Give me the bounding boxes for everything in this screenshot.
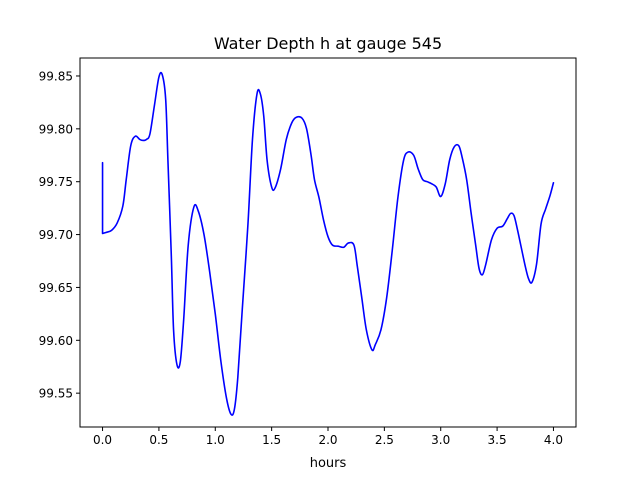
- x-tick-label: 2.5: [375, 433, 394, 447]
- plot-area: 0.0 0.5 1.0 1.5 2.0 2.5 3.0 3.5 4.0 99.5599.6099…: [39, 57, 577, 447]
- y-tick-label: 99.70: [39, 228, 73, 242]
- chart-title: Water Depth h at gauge 545: [214, 34, 442, 53]
- x-tick-label: 4.0: [544, 433, 563, 447]
- x-axis-ticks: 0.0 0.5 1.0 1.5 2.0 2.5 3.0 3.5 4.0: [93, 427, 563, 447]
- x-tick-label: 3.5: [488, 433, 507, 447]
- y-tick-label: 99.65: [39, 281, 73, 295]
- y-tick-label: 99.75: [39, 175, 73, 189]
- x-tick-label: 1.0: [206, 433, 225, 447]
- y-axis-ticks: 99.55 99.60 99.65 99.70 99.75 99.80 99.85: [39, 69, 80, 401]
- plot-background: [80, 58, 576, 427]
- x-tick-label: 0.0: [93, 433, 112, 447]
- x-tick-label: 2.0: [318, 433, 337, 447]
- y-tick-label: 99.85: [39, 69, 73, 83]
- plot-frame: [79, 57, 577, 428]
- x-tick-label: 0.5: [149, 433, 168, 447]
- x-axis-label: hours: [310, 456, 347, 471]
- series-line-0: [101, 71, 555, 416]
- y-tick-label: 99.55: [39, 387, 73, 401]
- x-tick-label: 1.5: [262, 433, 281, 447]
- y-tick-label: 99.80: [39, 122, 73, 136]
- x-tick-label: 3.0: [431, 433, 450, 447]
- series-layer: [101, 71, 555, 416]
- y-tick-label: 99.60: [39, 334, 73, 348]
